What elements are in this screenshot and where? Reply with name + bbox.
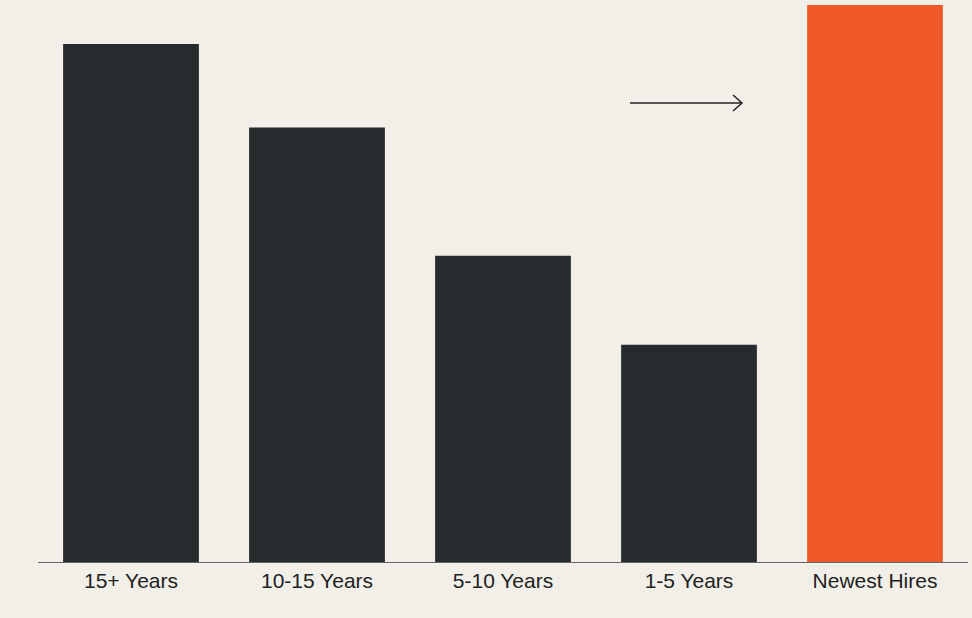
- svg-text:15+ Years: 15+ Years: [84, 569, 178, 592]
- svg-text:10-15 Years: 10-15 Years: [261, 569, 373, 592]
- svg-text:1-5 Years: 1-5 Years: [645, 569, 734, 592]
- svg-text:Newest Hires: Newest Hires: [813, 569, 938, 592]
- svg-text:5-10 Years: 5-10 Years: [453, 569, 553, 592]
